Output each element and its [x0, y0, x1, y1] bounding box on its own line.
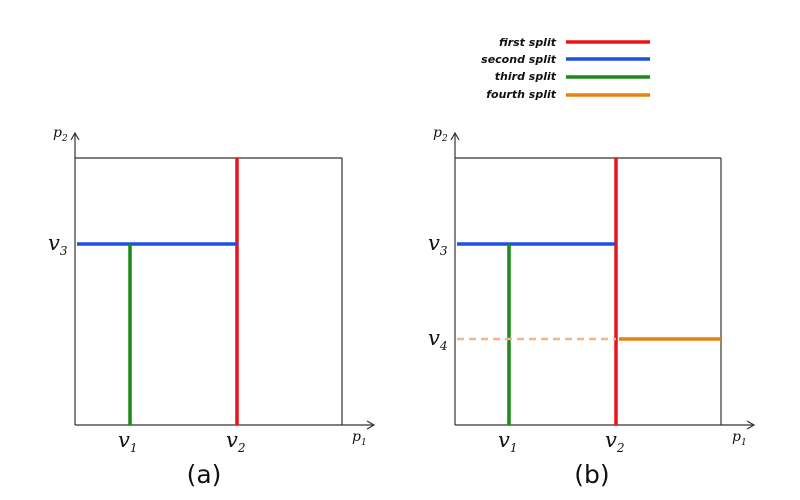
legend-item-first: first split: [499, 36, 650, 49]
caption-a: (a): [187, 460, 222, 489]
legend-item-second: second split: [481, 53, 650, 66]
x-axis-label-a: p1: [352, 429, 367, 448]
v4-label-b: v4: [428, 326, 448, 353]
v1-label-b: v1: [498, 428, 518, 455]
v1-label-a: v1: [118, 428, 138, 455]
v2-label-b: v2: [605, 428, 625, 455]
v3-label-a: v3: [48, 231, 68, 258]
legend: first split second split third split fou…: [481, 36, 650, 101]
legend-item-fourth: fourth split: [486, 88, 650, 101]
y-axis-label-b: p2: [433, 125, 448, 144]
y-axis-label-a: p2: [53, 125, 68, 144]
legend-label-first: first split: [499, 36, 557, 49]
legend-item-third: third split: [495, 70, 650, 83]
legend-label-second: second split: [481, 53, 557, 66]
panel-a: p2 p1 v3 v1 v2 (a): [48, 125, 376, 489]
x-axis-label-b: p1: [732, 429, 747, 448]
panel-b: p2 p1 v3 v4 v1 v2 (b): [428, 125, 756, 489]
legend-label-fourth: fourth split: [486, 88, 556, 101]
caption-b: (b): [574, 460, 609, 489]
v2-label-a: v2: [226, 428, 246, 455]
legend-label-third: third split: [495, 70, 557, 83]
v3-label-b: v3: [428, 231, 448, 258]
